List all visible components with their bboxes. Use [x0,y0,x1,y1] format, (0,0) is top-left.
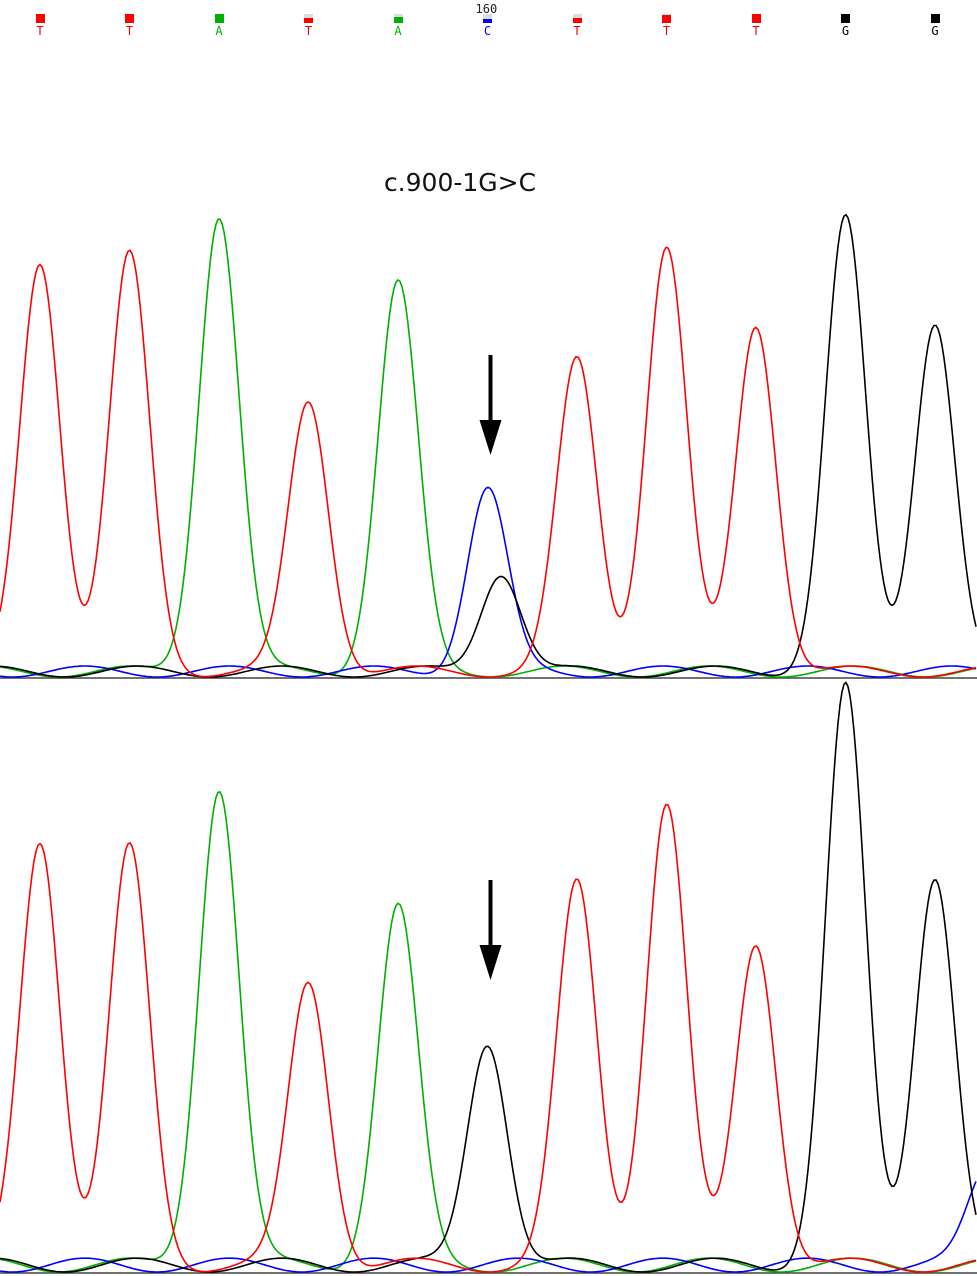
quality-bar [393,14,403,23]
trace-G [0,213,977,678]
base-call-1: T [120,14,140,38]
base-letter: G [931,24,939,38]
chart-title: c.900-1G>C [383,168,537,197]
base-call-7: T [657,14,677,38]
base-call-5: C [478,14,498,38]
trace-T [0,246,977,678]
quality-bar [930,14,940,23]
trace-A [0,218,977,678]
base-letter: G [841,24,850,38]
base-call-2: A [209,14,229,38]
base-call-3: T [299,14,319,38]
quality-bar [35,14,45,23]
quality-bar [751,14,761,23]
panel-reference [0,681,977,1274]
arrow-icon [479,880,502,980]
base-call-10: G [925,14,945,38]
base-letter: A [394,24,402,38]
base-letter: T [662,24,671,38]
quality-bar [304,14,313,23]
arrow-icon [479,355,502,455]
base-letter: T [125,24,134,38]
quality-bar [214,14,224,23]
base-letter: C [483,24,492,38]
trace-T [0,803,977,1273]
base-letter: T [36,24,44,38]
base-call-6: T [567,14,587,38]
quality-bar [841,14,850,23]
base-letter: T [573,24,581,38]
base-call-0: T [30,14,50,38]
quality-bar [662,14,671,23]
base-call-4: A [388,14,408,38]
base-call-8: T [746,14,766,38]
panel-patient [0,213,977,679]
base-letter: T [752,24,760,38]
position-label: 160 [475,2,498,16]
trace-G [0,681,977,1273]
base-letter: A [215,24,223,38]
base-letter: T [304,24,313,38]
quality-bar [483,14,492,23]
trace-C [0,486,977,678]
quality-bar [572,14,582,23]
base-call-9: G [836,14,856,38]
trace-A [0,790,977,1273]
quality-bar [125,14,134,23]
trace-C [0,1181,977,1273]
